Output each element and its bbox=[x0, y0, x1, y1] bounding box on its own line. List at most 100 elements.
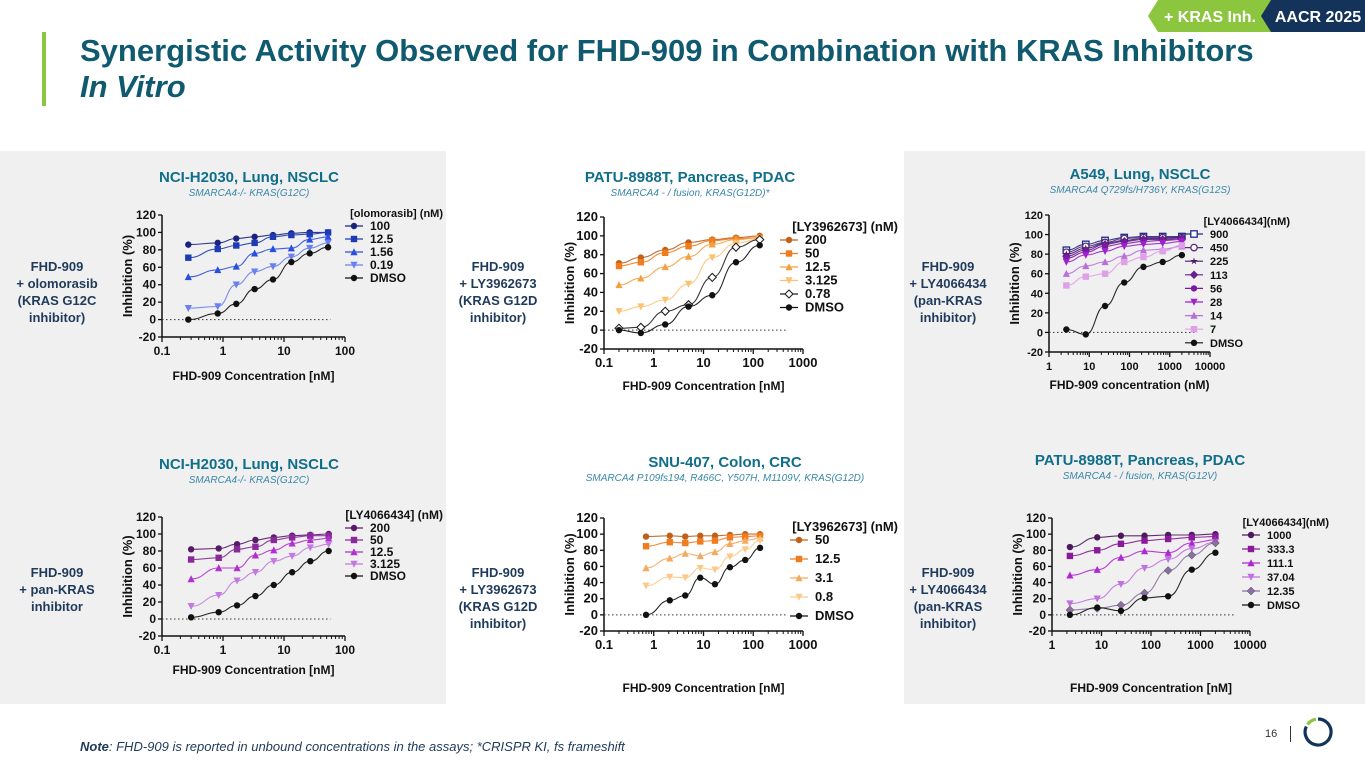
marker-circle bbox=[252, 536, 259, 544]
marker-circle bbox=[251, 285, 258, 293]
marker-circle bbox=[214, 239, 221, 247]
marker-diamond bbox=[1187, 550, 1197, 560]
marker-triangle-down bbox=[1117, 580, 1125, 588]
series-12.5 bbox=[187, 534, 333, 583]
marker-triangle-down bbox=[1082, 251, 1090, 259]
y-axis-label: Inhibition (%) bbox=[1010, 533, 1025, 615]
marker-circle bbox=[252, 592, 259, 600]
marker-circle bbox=[666, 532, 673, 539]
marker-circle bbox=[350, 524, 358, 532]
marker-diamond bbox=[1211, 538, 1220, 548]
legend-label: 56 bbox=[1210, 283, 1222, 295]
chart-title-5: SNU-407, Colon, CRC bbox=[648, 454, 802, 471]
marker-square bbox=[615, 262, 623, 270]
y-tick-label: 0 bbox=[1039, 608, 1046, 622]
x-axis-label: FHD-909 Concentration [nM] bbox=[623, 681, 785, 695]
x-tick-label: 1 bbox=[1049, 638, 1056, 652]
marker-square bbox=[1190, 326, 1198, 333]
marker-triangle bbox=[681, 549, 689, 557]
y-tick-label: 40 bbox=[143, 578, 157, 592]
marker-triangle-down bbox=[615, 308, 623, 316]
chart-subtitle-2: SMARCA4 - / fusion, KRAS(G12D)* bbox=[610, 188, 770, 199]
y-tick-label: 80 bbox=[143, 243, 157, 257]
marker-triangle bbox=[251, 551, 260, 559]
marker-circle bbox=[666, 597, 673, 604]
marker-circle bbox=[756, 544, 764, 552]
marker-circle bbox=[742, 556, 749, 564]
legend-label: 3.125 bbox=[370, 557, 400, 571]
legend-title: [LY4066434](nM) bbox=[1243, 517, 1330, 529]
y-tick-label: -20 bbox=[139, 330, 157, 344]
marker-triangle-down bbox=[306, 544, 314, 552]
legend-label: 111.1 bbox=[1267, 558, 1293, 570]
marker-triangle bbox=[251, 249, 259, 257]
chart-subtitle-5: SMARCA4 P109fs194, R466C, Y507H, M1109V,… bbox=[585, 473, 865, 484]
legend-label: DMSO bbox=[815, 608, 854, 623]
series-line bbox=[1069, 552, 1216, 616]
marker-circle bbox=[269, 276, 277, 283]
marker-circle bbox=[711, 580, 719, 588]
y-tick-label: 80 bbox=[584, 247, 598, 262]
marker-triangle bbox=[214, 266, 222, 274]
marker-square bbox=[270, 536, 277, 544]
legend-label: 1.56 bbox=[370, 245, 394, 259]
marker-circle bbox=[233, 602, 241, 609]
marker-triangle bbox=[726, 540, 734, 548]
legend-label: 12.5 bbox=[805, 259, 830, 274]
marker-diamond bbox=[1246, 586, 1256, 596]
x-tick-label: 10000 bbox=[1233, 638, 1267, 652]
footnote: Note: FHD-909 is reported in unbound con… bbox=[80, 739, 625, 754]
marker-triangle bbox=[232, 262, 240, 270]
marker-circle bbox=[270, 581, 277, 589]
series-1.56 bbox=[184, 232, 332, 281]
marker-circle bbox=[697, 574, 704, 581]
y-tick-label: 100 bbox=[1026, 527, 1046, 541]
y-tick-label: -20 bbox=[1029, 624, 1047, 638]
marker-triangle-down bbox=[350, 560, 358, 568]
marker-diamond bbox=[1189, 270, 1199, 280]
legend-label: 3.125 bbox=[805, 273, 838, 288]
legend-label: DMSO bbox=[1210, 338, 1243, 350]
legend-label: DMSO bbox=[805, 300, 844, 315]
marker-triangle bbox=[1117, 553, 1125, 561]
marker-circle bbox=[350, 274, 358, 282]
y-tick-label: 60 bbox=[143, 260, 157, 274]
marker-circle bbox=[1141, 594, 1148, 602]
marker-triangle-down bbox=[1139, 241, 1148, 249]
y-axis-label: Inhibition (%) bbox=[120, 535, 135, 617]
marker-square bbox=[637, 259, 645, 266]
legend-title: [LY3962673] (nM) bbox=[792, 519, 898, 534]
title-main-text: Synergistic Activity Observed for FHD-90… bbox=[80, 33, 1254, 68]
marker-square bbox=[666, 539, 673, 546]
marker-circle bbox=[1188, 566, 1195, 573]
legend-label: 12.5 bbox=[815, 551, 840, 566]
marker-circle bbox=[682, 533, 689, 540]
y-tick-label: 120 bbox=[1026, 511, 1046, 525]
marker-circle bbox=[711, 532, 719, 539]
marker-triangle bbox=[615, 281, 623, 289]
chart-title-4: NCI-H2030, Lung, NSCLC bbox=[158, 456, 339, 473]
marker-triangle bbox=[661, 263, 669, 271]
legend-label: 100 bbox=[370, 219, 390, 233]
marker-diamond-open bbox=[731, 242, 741, 252]
marker-circle bbox=[187, 614, 195, 621]
marker-circle bbox=[1066, 611, 1074, 619]
marker-triangle-down bbox=[184, 305, 192, 313]
marker-triangle-down bbox=[1190, 298, 1198, 306]
marker-square bbox=[682, 539, 689, 547]
marker-circle bbox=[709, 292, 716, 299]
marker-circle bbox=[185, 241, 192, 248]
header-tag-bar: + KRAS Inh. AACR 2025 bbox=[1148, 0, 1365, 32]
page-title: Synergistic Activity Observed for FHD-90… bbox=[80, 33, 1280, 105]
series-50 bbox=[187, 532, 332, 563]
marker-circle bbox=[1247, 531, 1255, 539]
marker-triangle-down bbox=[288, 552, 296, 560]
marker-circle bbox=[307, 558, 314, 565]
marker-triangle bbox=[325, 534, 333, 542]
marker-circle bbox=[795, 612, 803, 620]
legend-label: 113 bbox=[1210, 270, 1228, 282]
x-tick-label: 10 bbox=[277, 643, 291, 657]
x-tick-label: 100 bbox=[1141, 638, 1161, 652]
series-0.8 bbox=[642, 537, 764, 590]
marker-circle bbox=[1247, 601, 1255, 609]
